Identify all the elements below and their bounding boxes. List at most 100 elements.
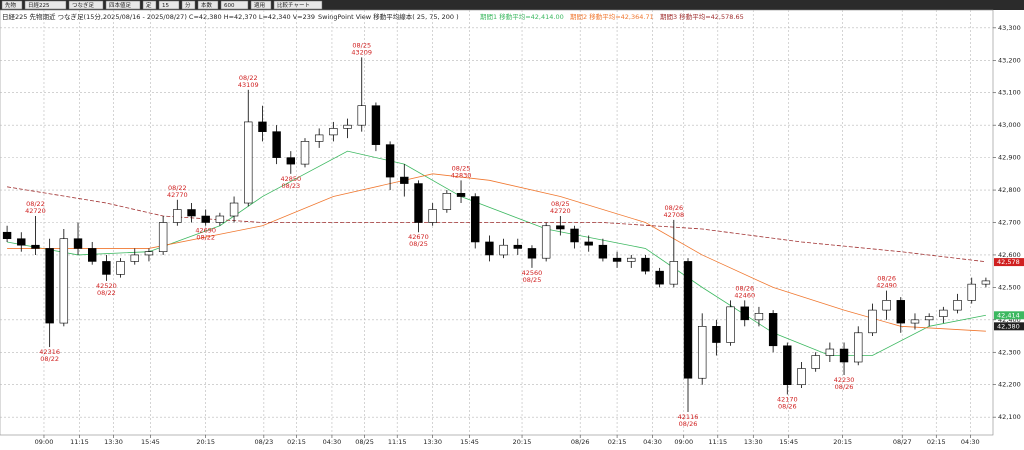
swing-price: 42770	[167, 191, 188, 199]
toolbar-button[interactable]	[181, 0, 196, 10]
x-tick-label: 20:15	[196, 438, 215, 446]
candle-body	[584, 241, 593, 246]
toolbar-label[interactable]: 先物	[5, 1, 17, 9]
candle-body	[783, 345, 792, 386]
swing-date: 08/25	[352, 41, 371, 49]
swing-date: 08/26	[778, 402, 797, 410]
candle-body	[244, 121, 253, 204]
candle-body	[2, 231, 12, 240]
y-tick-label: 43,300	[998, 24, 1021, 32]
moving-average-line	[7, 150, 986, 356]
candle-body	[726, 306, 735, 343]
x-tick-label: 04:30	[643, 438, 662, 446]
price-marker-label: 42,578	[997, 258, 1020, 266]
x-tick-label: 02:15	[927, 438, 946, 446]
candle-body	[854, 332, 863, 363]
candle-body	[556, 225, 565, 230]
candle-body	[612, 257, 622, 262]
candle-body	[697, 326, 707, 379]
candle-body	[414, 183, 423, 223]
candle-body	[73, 238, 83, 249]
x-tick-label: 11:15	[388, 438, 407, 446]
x-tick-label: 04:30	[961, 438, 980, 446]
swing-price: 42560	[522, 269, 543, 277]
candle-body	[456, 193, 466, 197]
candle-body	[102, 261, 111, 275]
toolbar-button[interactable]	[68, 0, 104, 10]
candle-body	[924, 316, 934, 321]
moving-average-line	[7, 173, 986, 332]
candle-body	[868, 309, 877, 334]
toolbar-label[interactable]: 600	[224, 3, 235, 9]
x-tick-label: 15:45	[460, 438, 479, 446]
x-tick-label: 09:00	[674, 438, 693, 446]
toolbar	[0, 0, 1024, 10]
candle-body	[17, 238, 26, 246]
swing-date: 08/22	[97, 289, 116, 297]
y-tick-label: 42,200	[998, 381, 1021, 389]
toolbar-button[interactable]	[24, 0, 67, 10]
x-tick-label: 02:15	[608, 438, 627, 446]
candle-body	[144, 251, 154, 256]
y-tick-label: 42,100	[998, 413, 1021, 421]
swing-date: 08/22	[196, 234, 215, 242]
candle-body	[953, 300, 962, 311]
candle-body	[641, 257, 650, 272]
candle-body	[896, 300, 905, 324]
candle-body	[910, 319, 920, 324]
toolbar-label[interactable]: 定	[146, 1, 152, 9]
y-tick-label: 43,100	[998, 89, 1021, 97]
candle-body	[627, 257, 636, 262]
y-tick-label: 42,700	[998, 219, 1021, 227]
candle-body	[173, 209, 182, 223]
swing-date: 08/26	[664, 204, 683, 212]
candle-body	[655, 270, 664, 285]
swing-price: 42116	[678, 413, 699, 421]
toolbar-button[interactable]	[273, 0, 323, 10]
candle-body	[527, 248, 537, 259]
candle-body	[825, 348, 835, 356]
x-tick-label: 13:30	[744, 438, 763, 446]
candle-body	[88, 248, 97, 262]
toolbar-label[interactable]: 15	[162, 3, 169, 9]
price-marker	[994, 311, 1024, 320]
x-tick-label: 15:45	[779, 438, 798, 446]
candle-body	[513, 244, 522, 249]
candle-body	[187, 209, 196, 217]
swing-date: 08/26	[835, 383, 854, 391]
toolbar-button[interactable]	[158, 0, 180, 10]
y-tick-label: 42,500	[998, 283, 1021, 291]
candle-body	[116, 261, 125, 275]
toolbar-label[interactable]: 比較チャート	[277, 1, 310, 9]
toolbar-label[interactable]: 分	[185, 1, 191, 9]
toolbar-label[interactable]: 日経225	[28, 1, 50, 9]
toolbar-button[interactable]	[105, 0, 141, 10]
candle-body	[740, 306, 749, 321]
toolbar-button[interactable]	[1, 0, 23, 10]
swing-price: 42170	[777, 395, 798, 403]
toolbar-label[interactable]: 四本値足	[109, 1, 132, 9]
toolbar-label[interactable]: 本数	[201, 1, 213, 9]
candle-body	[258, 121, 267, 132]
toolbar-button[interactable]	[220, 0, 249, 10]
toolbar-button[interactable]	[142, 0, 157, 10]
toolbar-button[interactable]	[250, 0, 272, 10]
x-tick-label: 08/26	[571, 438, 590, 446]
candle-body	[300, 141, 310, 165]
candle-body	[400, 176, 409, 184]
candle-body	[314, 134, 324, 142]
toolbar-label[interactable]: 適用	[254, 1, 265, 9]
swing-price: 42490	[876, 282, 897, 290]
toolbar-label[interactable]: つなぎ足	[72, 1, 95, 9]
legend-entry: 期間3 移動平均=42,578.65	[660, 12, 744, 21]
candle-body	[385, 144, 395, 178]
swing-price: 42708	[663, 211, 684, 219]
swing-price: 42690	[195, 227, 216, 235]
candle-body	[754, 313, 764, 321]
swing-price: 42460	[734, 291, 755, 299]
y-tick-label: 43,000	[998, 121, 1021, 129]
swing-date: 08/22	[239, 74, 258, 82]
toolbar-button[interactable]	[197, 0, 219, 10]
swing-date: 08/22	[26, 200, 45, 208]
candle-body	[882, 300, 891, 311]
